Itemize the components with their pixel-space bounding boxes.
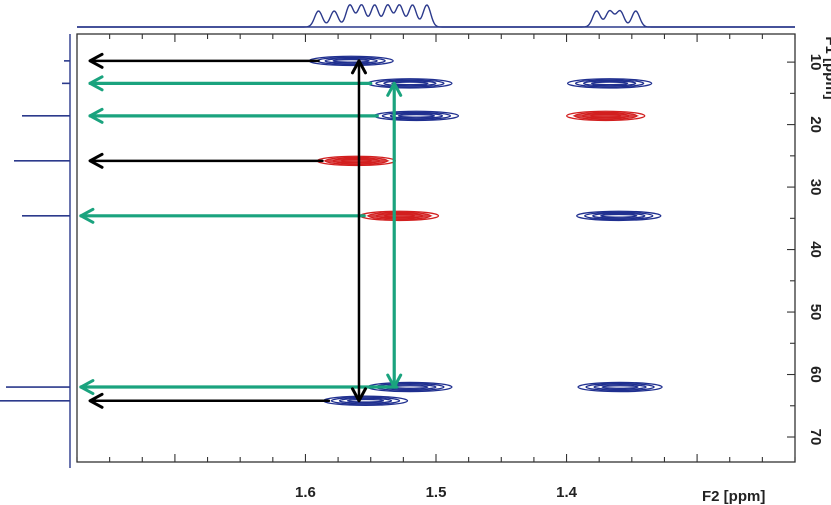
contour-ring: [593, 383, 647, 391]
positive-cross-peak: [577, 381, 663, 393]
contour-ring: [601, 385, 639, 389]
contour-ring: [574, 79, 645, 88]
positive-cross-peak: [576, 210, 662, 222]
x-tick-label: 1.5: [426, 484, 447, 501]
plot-area-frame: [76, 33, 796, 463]
positive-cross-peak: [322, 395, 409, 407]
contour-ring: [590, 81, 629, 86]
cross-peaks: [308, 55, 663, 407]
positive-cross-peak: [566, 78, 653, 89]
arrow-head: [386, 81, 403, 97]
contour-ring: [381, 111, 452, 121]
contour-ring: [383, 80, 437, 87]
contour-ring: [585, 382, 655, 392]
arrow-head: [88, 392, 104, 409]
arrow-head: [88, 152, 104, 169]
arrow-head: [88, 75, 104, 92]
arrow-head: [350, 59, 367, 75]
y-axis: 10 20 30 40 50 60 70: [787, 54, 824, 446]
contour-ring: [566, 110, 646, 122]
contour-ring: [397, 113, 436, 118]
contour-ring: [566, 78, 653, 89]
arrow-head: [88, 107, 104, 124]
arrow-head: [79, 207, 95, 224]
contour-ring: [600, 213, 638, 218]
negative-cross-peak: [316, 155, 397, 167]
negative-cross-peak: [359, 210, 440, 222]
contour-ring: [584, 211, 654, 220]
f2-projection-trace: [77, 3, 795, 28]
contour-ring: [330, 396, 401, 405]
x-axis: 1.6 1.5 1.4: [76, 34, 796, 501]
positive-cross-peak: [373, 110, 460, 122]
y-tick-label: 50: [807, 304, 824, 321]
contour-fill: [323, 158, 390, 164]
f1-projection: [0, 60, 70, 402]
positive-cross-peak: [367, 78, 453, 89]
y-tick-label: 20: [807, 116, 824, 133]
arrow-head: [350, 387, 367, 403]
arrow-head: [386, 373, 403, 389]
contour-ring: [577, 381, 663, 393]
negative-cross-peak: [566, 110, 646, 122]
contour-ring: [324, 57, 378, 64]
contour-ring: [332, 58, 370, 63]
contour-ring: [576, 210, 662, 222]
contour-ring: [582, 80, 637, 87]
arrow-head: [88, 52, 104, 69]
contour-ring: [391, 81, 429, 86]
correlation-arrows: [79, 52, 403, 409]
contour-ring: [375, 79, 445, 88]
contour-ring: [346, 398, 385, 403]
y-tick-label: 30: [807, 179, 824, 196]
y-axis-label: F1 [ppm]: [822, 36, 831, 99]
y-tick-label: 40: [807, 241, 824, 258]
contour-ring: [389, 112, 444, 119]
positive-cross-peak: [308, 55, 394, 67]
x-tick-label: 1.4: [556, 484, 578, 501]
contour-fill: [572, 113, 639, 119]
y-tick-label: 60: [807, 366, 824, 383]
x-tick-label: 1.6: [295, 484, 316, 501]
x-axis-label: F2 [ppm]: [702, 488, 765, 505]
contour-ring: [592, 212, 646, 219]
contour-fill: [366, 213, 433, 219]
contour-ring: [338, 397, 393, 404]
arrow-head: [79, 379, 95, 396]
y-tick-label: 70: [807, 429, 824, 446]
y-tick-label: 10: [807, 54, 824, 71]
